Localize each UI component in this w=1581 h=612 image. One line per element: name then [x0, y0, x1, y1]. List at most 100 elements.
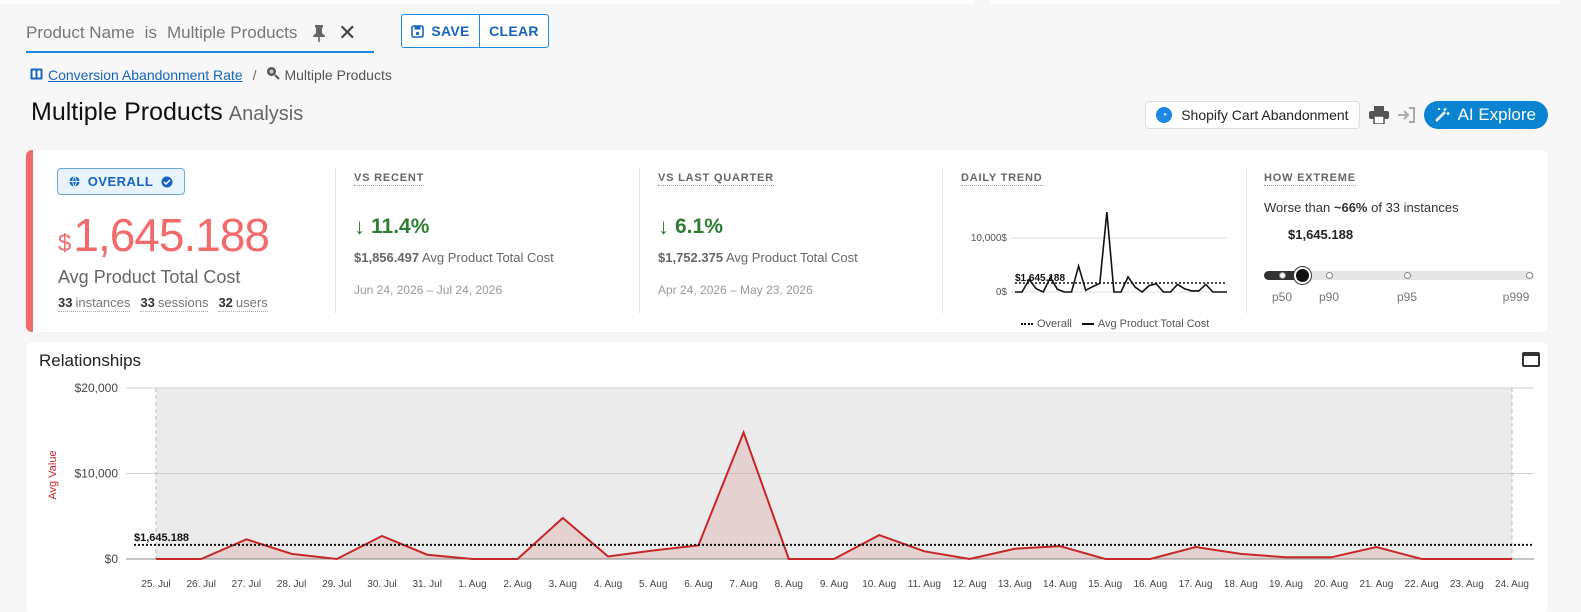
x-tick-label: 16. Aug [1133, 579, 1167, 590]
x-tick-label: 4. Aug [594, 579, 622, 590]
x-tick-label: 14. Aug [1043, 579, 1077, 590]
x-tick-label: 5. Aug [639, 579, 667, 590]
gauge-icon: ◔ [1156, 107, 1172, 123]
legend-overall: Overall [1021, 318, 1072, 330]
tick-p50-marker [1279, 272, 1286, 279]
x-tick-label: 12. Aug [953, 579, 987, 590]
vs-recent-range: Jun 24, 2026 – Jul 24, 2026 [354, 283, 624, 297]
kpi-card: OVERALL $ 1,645.188 Avg Product Total Co… [26, 150, 1548, 332]
x-tick-label: 29. Jul [322, 579, 351, 590]
sparkline-y-label-top: 10,000$ [971, 233, 1008, 244]
shopify-cart-abandonment-button[interactable]: ◔ Shopify Cart Abandonment [1145, 101, 1359, 129]
vs-quarter-compare: $1,752.375 Avg Product Total Cost [658, 250, 928, 265]
overall-label: OVERALL [88, 174, 154, 189]
x-tick-label: 1. Aug [458, 579, 486, 590]
x-tick-label: 9. Aug [820, 579, 848, 590]
vs-quarter-section: VS LAST QUARTER ↓ 6.1% $1,752.375 Avg Pr… [658, 168, 928, 313]
divider [1246, 168, 1247, 313]
sign-in-icon[interactable] [1396, 104, 1418, 126]
sparkline-legend: Overall Avg Product Total Cost [1021, 318, 1219, 330]
x-tick-label: 17. Aug [1179, 579, 1213, 590]
kpi-currency: $ [58, 230, 71, 258]
sparkline-ref-label: $1,645.188 [1015, 273, 1065, 284]
x-tick-label: 31. Jul [412, 579, 441, 590]
tick-p999-marker [1526, 272, 1533, 279]
x-tick-label: 21. Aug [1359, 579, 1393, 590]
x-tick-label: 3. Aug [549, 579, 577, 590]
clear-button[interactable]: CLEAR [479, 14, 549, 48]
legend-metric: Avg Product Total Cost [1082, 318, 1210, 330]
tick-p95-marker [1404, 272, 1411, 279]
how-extreme-section: HOW EXTREME Worse than ~66% of 33 instan… [1264, 168, 1544, 313]
vs-quarter-range: Apr 24, 2026 – May 23, 2026 [658, 283, 928, 297]
x-tick-label: 27. Jul [232, 579, 261, 590]
extreme-description: Worse than ~66% of 33 instances [1264, 200, 1544, 215]
overall-badge[interactable]: OVERALL [57, 168, 185, 195]
print-icon[interactable] [1368, 104, 1390, 126]
x-tick-label: 18. Aug [1224, 579, 1258, 590]
x-tick-label: 19. Aug [1269, 579, 1303, 590]
close-icon[interactable]: ✕ [337, 20, 357, 46]
percentile-slider[interactable]: p50 p90 p95 p999 [1264, 253, 1536, 293]
check-circle-icon [161, 176, 173, 188]
y-tick-label: $10,000 [75, 467, 119, 481]
extreme-value: $1,645.188 [1288, 227, 1544, 242]
arrow-down-icon: ↓ [354, 214, 365, 240]
breadcrumb-current: Multiple Products [284, 67, 391, 83]
kpi-value: $ 1,645.188 [58, 208, 269, 262]
divider [335, 168, 336, 313]
vs-quarter-heading: VS LAST QUARTER [658, 172, 774, 186]
breadcrumb-separator: / [253, 67, 257, 83]
x-tick-label: 30. Jul [367, 579, 396, 590]
x-tick-label: 15. Aug [1088, 579, 1122, 590]
shopify-label: Shopify Cart Abandonment [1181, 107, 1348, 123]
arrow-down-icon: ↓ [658, 214, 669, 240]
x-tick-label: 26. Jul [186, 579, 215, 590]
vs-recent-delta: ↓ 11.4% [354, 214, 624, 240]
x-tick-label: 24. Aug [1495, 579, 1529, 590]
x-tick-label: 20. Aug [1314, 579, 1348, 590]
daily-trend-sparkline[interactable]: 10,000$ 0$ $1,645.188 [961, 190, 1241, 310]
breadcrumb-parent-link[interactable]: Conversion Abandonment Rate [48, 67, 243, 83]
x-tick-label: 22. Aug [1405, 579, 1439, 590]
kpi-number: 1,645.188 [73, 208, 269, 262]
ai-explore-label: AI Explore [1458, 105, 1536, 125]
tick-label-p999: p999 [1503, 290, 1530, 304]
daily-trend-heading: DAILY TREND [961, 172, 1043, 186]
save-icon [411, 25, 424, 38]
divider [639, 168, 640, 313]
divider [942, 168, 943, 313]
slider-knob[interactable] [1294, 267, 1311, 284]
reference-line-label: $1,645.188 [134, 532, 189, 544]
x-tick-label: 7. Aug [729, 579, 757, 590]
top-strip-left [0, 0, 975, 4]
filter-field: Product Name [26, 23, 135, 43]
x-tick-label: 8. Aug [775, 579, 803, 590]
tick-label-p95: p95 [1397, 290, 1417, 304]
tick-label-p90: p90 [1319, 290, 1339, 304]
sparkline-y-label-zero: 0$ [996, 287, 1008, 298]
ai-explore-button[interactable]: AI Explore [1424, 101, 1548, 129]
x-tick-label: 10. Aug [862, 579, 896, 590]
page-title-main: Multiple Products [31, 98, 223, 127]
magnifier-icon [266, 66, 280, 83]
x-tick-label: 23. Aug [1450, 579, 1484, 590]
dashboard-icon [30, 67, 43, 83]
breadcrumb: Conversion Abandonment Rate / Multiple P… [30, 66, 392, 83]
filter-value: Multiple Products [167, 23, 297, 43]
save-button[interactable]: SAVE [401, 14, 480, 48]
x-tick-label: 25. Jul [141, 579, 170, 590]
header-actions: ◔ Shopify Cart Abandonment AI Explore [1145, 101, 1548, 129]
vs-recent-heading: VS RECENT [354, 172, 424, 186]
tick-p90-marker [1326, 272, 1333, 279]
pin-icon[interactable] [309, 24, 329, 42]
filter-chip[interactable]: Product Name is Multiple Products ✕ [26, 14, 374, 53]
save-label: SAVE [431, 23, 469, 39]
x-tick-label: 6. Aug [684, 579, 712, 590]
